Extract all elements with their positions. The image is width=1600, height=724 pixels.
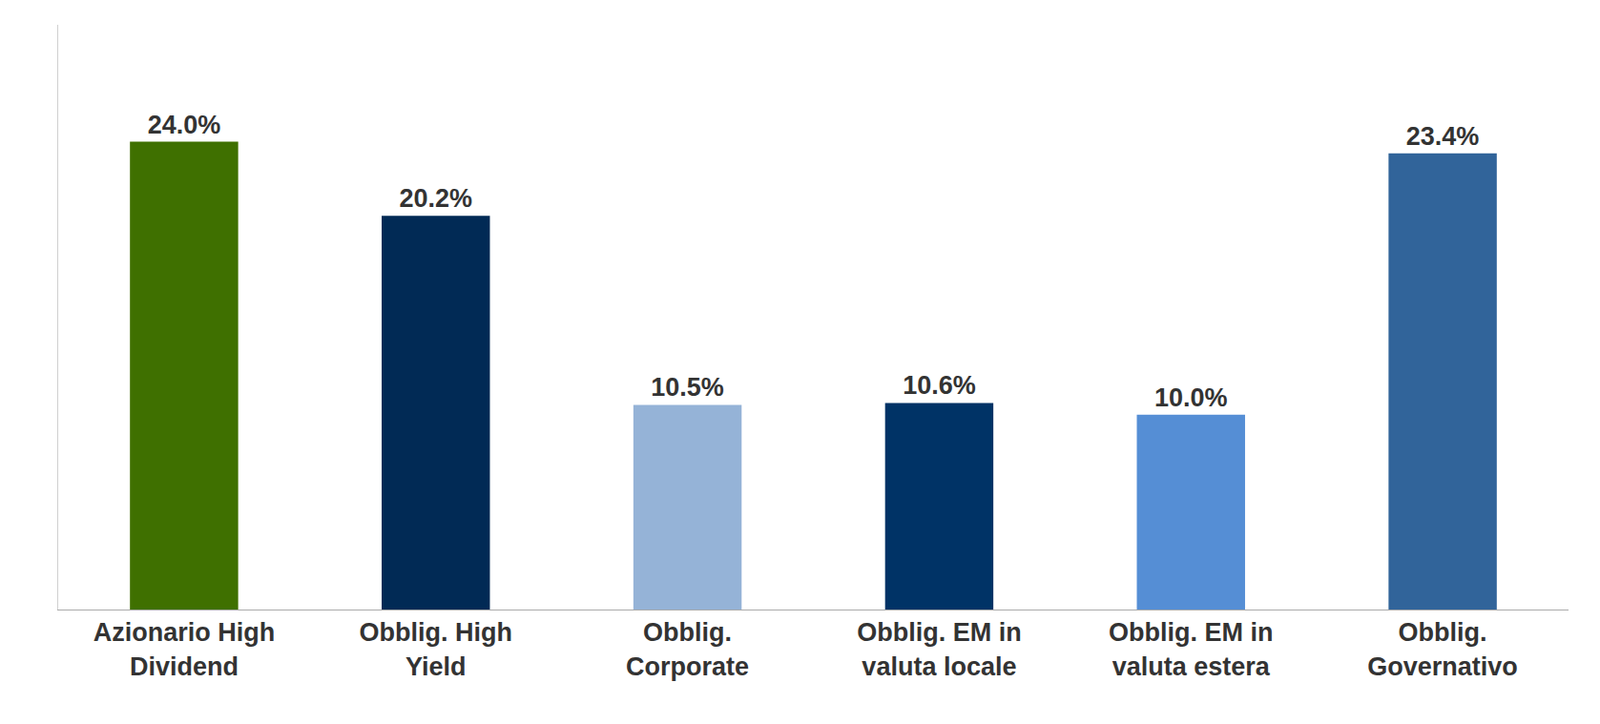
- svg-text:Azionario HighDividend: Azionario HighDividend: [93, 618, 275, 681]
- svg-text:20.2%: 20.2%: [398, 184, 473, 213]
- svg-text:Obblig. EM invaluta estera: Obblig. EM invaluta estera: [1108, 618, 1273, 681]
- svg-text:10.6%: 10.6%: [902, 371, 977, 400]
- svg-text:Obblig. EM invaluta locale: Obblig. EM invaluta locale: [856, 618, 1021, 681]
- svg-text:Obblig.Governativo: Obblig.Governativo: [1367, 618, 1518, 681]
- svg-text:23.4%: 23.4%: [1406, 122, 1480, 151]
- svg-text:10.5%: 10.5%: [650, 373, 725, 402]
- svg-text:24.0%: 24.0%: [147, 110, 222, 140]
- svg-text:Obblig. HighYield: Obblig. HighYield: [359, 618, 513, 681]
- svg-text:10.0%: 10.0%: [1154, 383, 1228, 413]
- svg-text:Obblig.Corporate: Obblig.Corporate: [625, 618, 749, 681]
